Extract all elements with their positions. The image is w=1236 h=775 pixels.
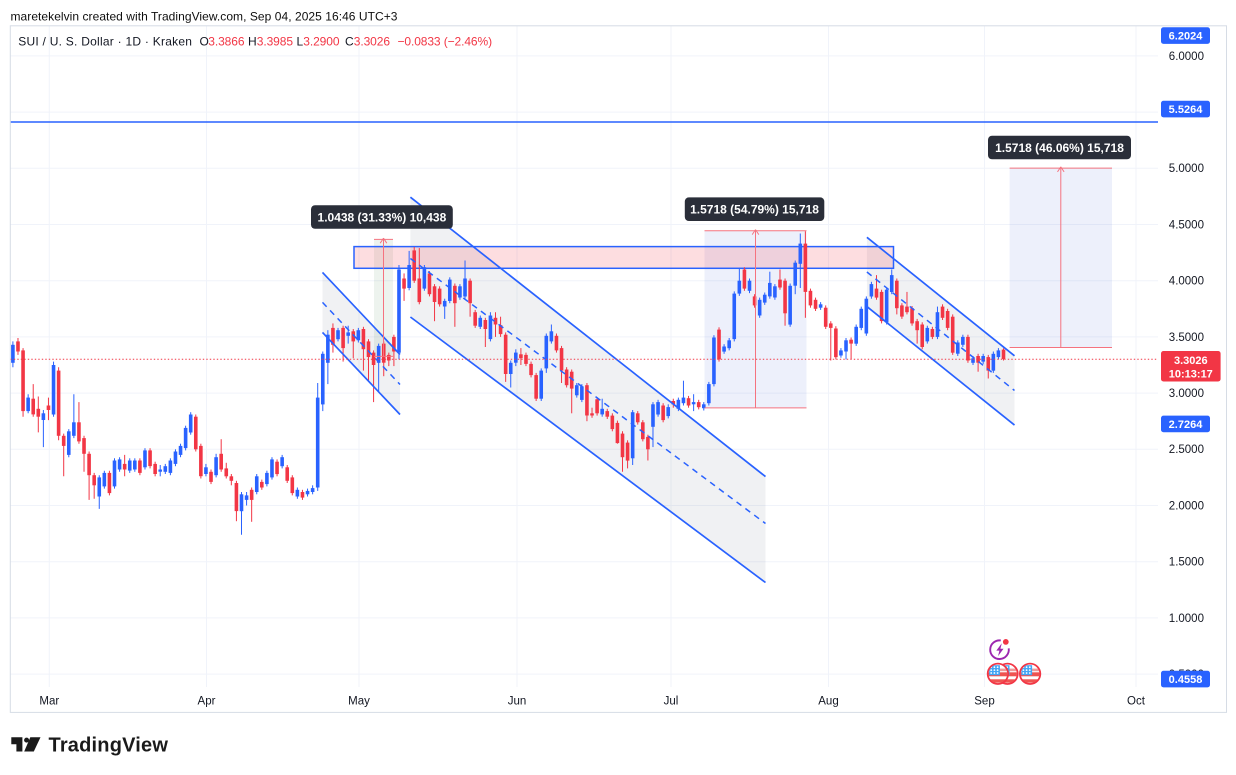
svg-text:3.0000: 3.0000 [1169, 388, 1204, 400]
svg-text:Mar: Mar [39, 696, 59, 708]
svg-text:O: O [200, 34, 209, 48]
svg-text:5.0000: 5.0000 [1169, 163, 1204, 175]
svg-text:1.0000: 1.0000 [1169, 613, 1204, 625]
svg-text:3.3026: 3.3026 [1174, 355, 1208, 367]
svg-text:10:13:17: 10:13:17 [1169, 369, 1213, 381]
svg-text:3.5000: 3.5000 [1169, 332, 1204, 344]
svg-text:May: May [348, 696, 370, 708]
svg-text:4.0000: 4.0000 [1169, 276, 1204, 288]
svg-text:1.5718 (46.06%) 15,718: 1.5718 (46.06%) 15,718 [995, 141, 1124, 155]
svg-text:3.3026: 3.3026 [354, 34, 391, 48]
svg-text:Jul: Jul [664, 696, 679, 708]
svg-text:TradingView: TradingView [49, 734, 169, 756]
svg-text:Aug: Aug [818, 696, 838, 708]
svg-text:1.0438 (31.33%) 10,438: 1.0438 (31.33%) 10,438 [318, 210, 447, 224]
svg-text:maretekelvin created with Trad: maretekelvin created with TradingView.co… [11, 10, 398, 24]
svg-text:Jun: Jun [508, 696, 527, 708]
svg-text:1.5000: 1.5000 [1169, 557, 1204, 569]
svg-text:2.5000: 2.5000 [1169, 444, 1204, 456]
svg-text:5.5264: 5.5264 [1169, 104, 1204, 116]
svg-text:3.2900: 3.2900 [303, 34, 340, 48]
svg-text:L: L [297, 34, 304, 48]
svg-text:4.5000: 4.5000 [1169, 219, 1204, 231]
svg-text:6.2024: 6.2024 [1169, 31, 1204, 43]
svg-text:−0.0833 (−2.46%): −0.0833 (−2.46%) [398, 34, 493, 48]
svg-text:2.7264: 2.7264 [1169, 419, 1204, 431]
svg-text:1.5718 (54.79%) 15,718: 1.5718 (54.79%) 15,718 [690, 203, 819, 217]
svg-text:3.3866: 3.3866 [208, 34, 245, 48]
svg-text:C: C [345, 34, 354, 48]
svg-text:Sep: Sep [974, 696, 994, 708]
svg-text:6.0000: 6.0000 [1169, 51, 1204, 63]
svg-text:SUI / U. S. Dollar · 1D · Krak: SUI / U. S. Dollar · 1D · Kraken [18, 34, 192, 48]
svg-text:Apr: Apr [198, 696, 216, 708]
svg-text:H: H [248, 34, 257, 48]
svg-text:2.0000: 2.0000 [1169, 500, 1204, 512]
svg-text:0.4558: 0.4558 [1169, 674, 1203, 686]
svg-text:Oct: Oct [1127, 696, 1146, 708]
svg-text:3.3985: 3.3985 [257, 34, 294, 48]
